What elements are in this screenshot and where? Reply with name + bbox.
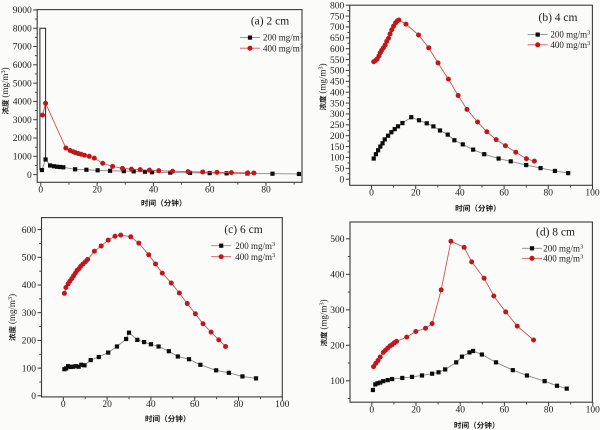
svg-text:650: 650 [330, 34, 345, 44]
svg-text:6000: 6000 [13, 61, 32, 71]
svg-text:50: 50 [335, 165, 345, 175]
svg-text:800: 800 [330, 1, 345, 11]
svg-text:60: 60 [190, 400, 200, 410]
svg-text:100: 100 [330, 377, 345, 387]
svg-text:60: 60 [500, 405, 510, 415]
svg-text:200: 200 [22, 337, 37, 347]
svg-text:100: 100 [585, 189, 600, 199]
svg-text:40: 40 [455, 405, 465, 415]
svg-text:400: 400 [330, 271, 345, 281]
svg-text:250: 250 [330, 121, 345, 131]
svg-text:80: 80 [544, 189, 554, 199]
svg-text:550: 550 [330, 56, 345, 66]
svg-text:(d) 8 cm: (d) 8 cm [536, 227, 575, 239]
svg-text:(b) 4 cm: (b) 4 cm [539, 12, 578, 24]
svg-text:7000: 7000 [13, 43, 32, 53]
svg-text:20: 20 [92, 186, 102, 196]
svg-text:750: 750 [330, 12, 345, 22]
svg-text:300: 300 [330, 110, 345, 120]
svg-text:80: 80 [544, 405, 554, 415]
svg-text:100: 100 [22, 364, 37, 374]
svg-text:9000: 9000 [13, 6, 32, 16]
svg-text:100: 100 [275, 400, 290, 410]
svg-text:(mg/m3): (mg/m3) [319, 299, 329, 329]
svg-text:0: 0 [38, 186, 43, 196]
svg-text:400 mg/m3: 400 mg/m3 [235, 252, 275, 262]
svg-text:100: 100 [330, 154, 345, 164]
svg-text:3000: 3000 [13, 116, 32, 126]
svg-text:1000: 1000 [13, 153, 32, 163]
svg-text:20: 20 [102, 400, 112, 410]
svg-text:300: 300 [330, 306, 345, 316]
svg-text:40: 40 [455, 189, 465, 199]
svg-text:150: 150 [330, 143, 345, 153]
svg-text:60: 60 [205, 186, 215, 196]
svg-text:200 mg/m3: 200 mg/m3 [550, 30, 590, 40]
svg-text:100: 100 [586, 405, 600, 415]
svg-text:200: 200 [330, 342, 345, 352]
svg-text:(mg/m3): (mg/m3) [7, 294, 17, 324]
svg-text:400: 400 [330, 88, 345, 98]
svg-text:20: 20 [411, 189, 421, 199]
svg-text:200: 200 [330, 132, 345, 142]
svg-text:600: 600 [22, 226, 37, 236]
svg-text:500: 500 [330, 67, 345, 77]
svg-text:4000: 4000 [13, 98, 32, 108]
svg-text:40: 40 [146, 400, 156, 410]
svg-text:(c) 6 cm: (c) 6 cm [224, 224, 262, 236]
svg-text:400 mg/m3: 400 mg/m3 [543, 253, 583, 263]
svg-text:450: 450 [330, 78, 345, 88]
svg-text:60: 60 [499, 189, 509, 199]
svg-text:80: 80 [234, 400, 244, 410]
svg-text:700: 700 [330, 23, 345, 33]
svg-text:500: 500 [22, 254, 37, 264]
svg-text:200 mg/m3: 200 mg/m3 [263, 33, 303, 43]
svg-text:600: 600 [330, 45, 345, 55]
svg-text:(a) 2 cm: (a) 2 cm [251, 16, 289, 28]
svg-text:400 mg/m3: 400 mg/m3 [263, 43, 303, 53]
svg-text:350: 350 [330, 99, 345, 109]
svg-text:400: 400 [22, 281, 37, 291]
svg-text:400 mg/m3: 400 mg/m3 [550, 40, 590, 50]
svg-text:500: 500 [330, 235, 345, 245]
svg-text:0: 0 [369, 405, 374, 415]
svg-text:300: 300 [22, 309, 37, 319]
svg-text:2000: 2000 [13, 134, 32, 144]
svg-text:0: 0 [61, 400, 66, 410]
svg-text:0: 0 [369, 189, 374, 199]
svg-text:(mg/m3): (mg/m3) [0, 67, 10, 97]
svg-text:(mg/m3): (mg/m3) [318, 63, 328, 93]
svg-text:0: 0 [31, 392, 36, 402]
svg-text:8000: 8000 [13, 24, 32, 34]
svg-text:40: 40 [149, 186, 159, 196]
svg-text:20: 20 [411, 405, 421, 415]
svg-text:200 mg/m3: 200 mg/m3 [543, 243, 583, 253]
svg-text:80: 80 [261, 186, 271, 196]
svg-text:0: 0 [27, 171, 32, 181]
svg-text:0: 0 [339, 175, 344, 185]
svg-text:200 mg/m3: 200 mg/m3 [235, 241, 275, 251]
svg-text:5000: 5000 [13, 79, 32, 89]
